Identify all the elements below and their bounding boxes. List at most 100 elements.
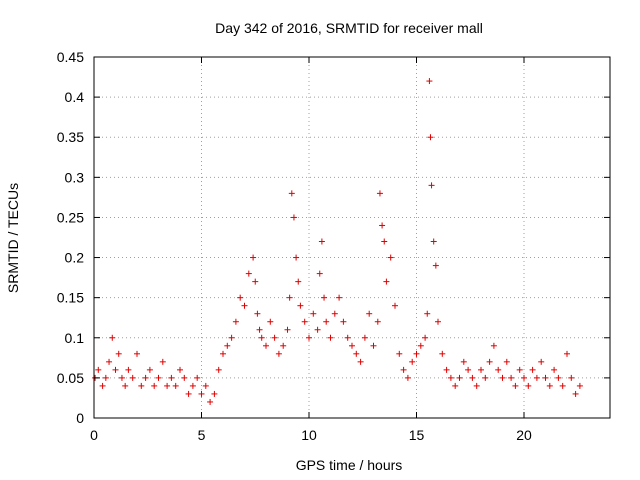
data-point bbox=[424, 310, 431, 317]
data-point bbox=[297, 302, 304, 309]
data-point bbox=[542, 374, 549, 381]
data-point bbox=[456, 374, 463, 381]
data-point bbox=[430, 238, 437, 245]
data-point bbox=[478, 366, 484, 373]
data-point bbox=[168, 374, 175, 381]
data-point bbox=[336, 294, 343, 301]
data-point bbox=[118, 374, 125, 381]
y-tick-label: 0.4 bbox=[65, 89, 85, 105]
data-point bbox=[396, 350, 403, 357]
data-point bbox=[447, 374, 454, 381]
data-point bbox=[211, 390, 218, 397]
data-point bbox=[413, 350, 420, 357]
x-tick-label: 20 bbox=[516, 427, 532, 443]
data-point bbox=[288, 190, 295, 197]
data-point bbox=[102, 374, 109, 381]
data-point bbox=[232, 318, 239, 325]
x-tick-label: 0 bbox=[90, 427, 98, 443]
data-point bbox=[138, 382, 145, 389]
data-point bbox=[426, 78, 433, 85]
data-point bbox=[564, 350, 570, 357]
axis-ticks bbox=[93, 56, 610, 419]
chart-title: Day 342 of 2016, SRMTID for receiver mal… bbox=[215, 20, 483, 36]
data-point bbox=[310, 310, 317, 317]
data-point bbox=[125, 366, 132, 373]
data-point bbox=[538, 358, 545, 365]
y-tick-label: 0 bbox=[76, 410, 84, 426]
data-point bbox=[106, 358, 113, 365]
x-tick-label: 10 bbox=[301, 427, 317, 443]
data-point bbox=[370, 342, 377, 349]
data-point bbox=[129, 374, 136, 381]
x-tick-labels: 0 5 10 15 20 bbox=[90, 427, 532, 443]
data-point bbox=[142, 374, 149, 381]
data-point bbox=[495, 366, 502, 373]
data-point bbox=[473, 382, 480, 389]
data-point bbox=[331, 310, 338, 317]
data-point bbox=[559, 382, 566, 389]
data-point bbox=[95, 366, 102, 373]
data-point bbox=[432, 262, 439, 269]
data-point bbox=[245, 270, 252, 277]
data-point bbox=[215, 366, 222, 373]
data-point bbox=[381, 238, 388, 245]
data-point bbox=[112, 366, 119, 373]
data-point bbox=[185, 390, 192, 397]
data-point bbox=[237, 294, 244, 301]
data-point bbox=[172, 382, 179, 389]
data-point bbox=[376, 190, 383, 197]
y-tick-label: 0.05 bbox=[57, 370, 84, 386]
data-point bbox=[306, 334, 312, 341]
data-point bbox=[159, 358, 166, 365]
data-point bbox=[516, 366, 523, 373]
data-point bbox=[404, 374, 411, 381]
data-point bbox=[379, 222, 386, 229]
x-tick-label: 5 bbox=[198, 427, 206, 443]
data-point bbox=[280, 342, 287, 349]
data-point bbox=[189, 382, 196, 389]
data-point bbox=[486, 358, 493, 365]
data-point bbox=[109, 334, 116, 341]
data-point bbox=[224, 342, 231, 349]
data-point bbox=[465, 366, 472, 373]
data-point bbox=[275, 350, 282, 357]
data-point bbox=[428, 182, 435, 189]
y-tick-label: 0.2 bbox=[65, 250, 85, 266]
x-tick-label: 15 bbox=[409, 427, 425, 443]
x-axis-label: GPS time / hours bbox=[296, 457, 403, 473]
data-point bbox=[443, 366, 450, 373]
data-point bbox=[361, 334, 368, 341]
y-tick-label: 0.25 bbox=[57, 209, 84, 225]
data-point bbox=[490, 342, 497, 349]
data-point bbox=[460, 358, 467, 365]
y-tick-label: 0.45 bbox=[57, 49, 84, 65]
data-point bbox=[314, 326, 321, 333]
data-point bbox=[293, 254, 300, 261]
data-point bbox=[220, 350, 226, 357]
data-point bbox=[122, 382, 129, 389]
data-point bbox=[241, 302, 248, 309]
data-point bbox=[252, 278, 259, 285]
data-point bbox=[533, 374, 540, 381]
data-point bbox=[155, 374, 162, 381]
data-point bbox=[572, 390, 579, 397]
data-point bbox=[198, 390, 205, 397]
data-point bbox=[250, 254, 257, 261]
data-point bbox=[417, 342, 424, 349]
data-point bbox=[503, 358, 510, 365]
data-point bbox=[267, 318, 274, 325]
data-point bbox=[349, 342, 355, 349]
data-point bbox=[469, 374, 476, 381]
data-point bbox=[258, 334, 265, 341]
data-point bbox=[357, 358, 364, 365]
data-point bbox=[366, 310, 373, 317]
data-point bbox=[115, 350, 122, 357]
data-point bbox=[512, 382, 519, 389]
y-axis-label: SRMTID / TECUs bbox=[5, 183, 21, 293]
data-point bbox=[295, 278, 302, 285]
data-point bbox=[374, 318, 381, 325]
data-point bbox=[271, 334, 278, 341]
data-point bbox=[254, 310, 261, 317]
data-point bbox=[482, 374, 489, 381]
data-point bbox=[521, 374, 527, 381]
